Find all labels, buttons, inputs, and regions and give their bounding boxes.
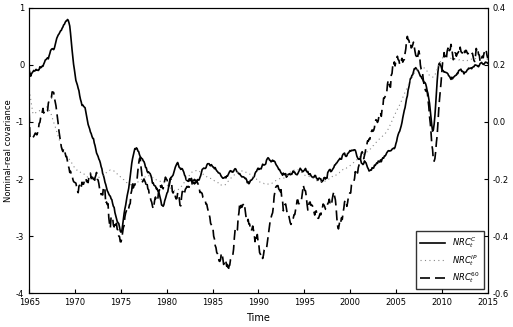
X-axis label: Time: Time	[247, 313, 270, 323]
Y-axis label: Nominal-real covariance: Nominal-real covariance	[4, 99, 13, 202]
Legend: $NRC_t^C$, $NRC_t^{IP}$, $NRC_t^{60}$: $NRC_t^C$, $NRC_t^{IP}$, $NRC_t^{60}$	[416, 231, 484, 289]
